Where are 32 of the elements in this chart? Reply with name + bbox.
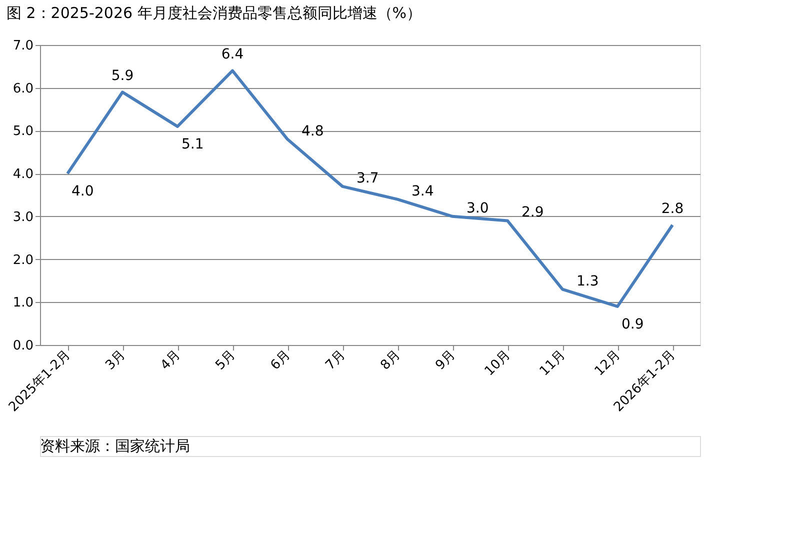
data-label: 5.1 [182, 136, 204, 152]
y-tick-label: 7.0 [12, 38, 34, 54]
data-label: 2.8 [661, 201, 684, 217]
data-label: 6.4 [221, 46, 244, 63]
x-tick-label: 4月 [158, 348, 184, 374]
data-label: 3.4 [412, 183, 434, 200]
x-tick-label: 3月 [103, 348, 129, 374]
y-tick-label: 1.0 [12, 296, 34, 311]
data-label: 4.0 [72, 184, 94, 200]
x-tick-label: 6月 [268, 348, 294, 374]
x-tick-label: 12月 [592, 348, 624, 380]
x-tick-label: 7月 [323, 348, 349, 374]
y-tick-label: 2.0 [12, 252, 34, 268]
data-label: 1.3 [576, 273, 599, 290]
y-tick-label: 4.0 [12, 167, 34, 182]
y-tick-label: 6.0 [12, 81, 34, 96]
x-tick-label: 10月 [482, 348, 514, 380]
data-label: 2.9 [522, 204, 544, 221]
x-tick-label: 9月 [433, 348, 459, 374]
chart-title: 图 2：2025-2026 年月度社会消费品零售总额同比增速（%） [6, 4, 422, 22]
data-label: 0.9 [622, 316, 644, 332]
data-label: 3.0 [466, 200, 489, 216]
text: 资料来源：国家统计局 [40, 437, 190, 455]
data-label: 3.7 [356, 170, 379, 186]
data-label: 5.9 [111, 68, 134, 84]
y-tick-label: 5.0 [12, 124, 34, 140]
x-tick-label: 5月 [213, 348, 239, 374]
x-tick-label: 8月 [378, 348, 404, 374]
x-tick-label: 11月 [537, 348, 569, 380]
y-tick-label: 0.0 [12, 338, 34, 354]
data-label: 4.8 [302, 123, 324, 140]
y-tick-label: 3.0 [12, 210, 34, 225]
